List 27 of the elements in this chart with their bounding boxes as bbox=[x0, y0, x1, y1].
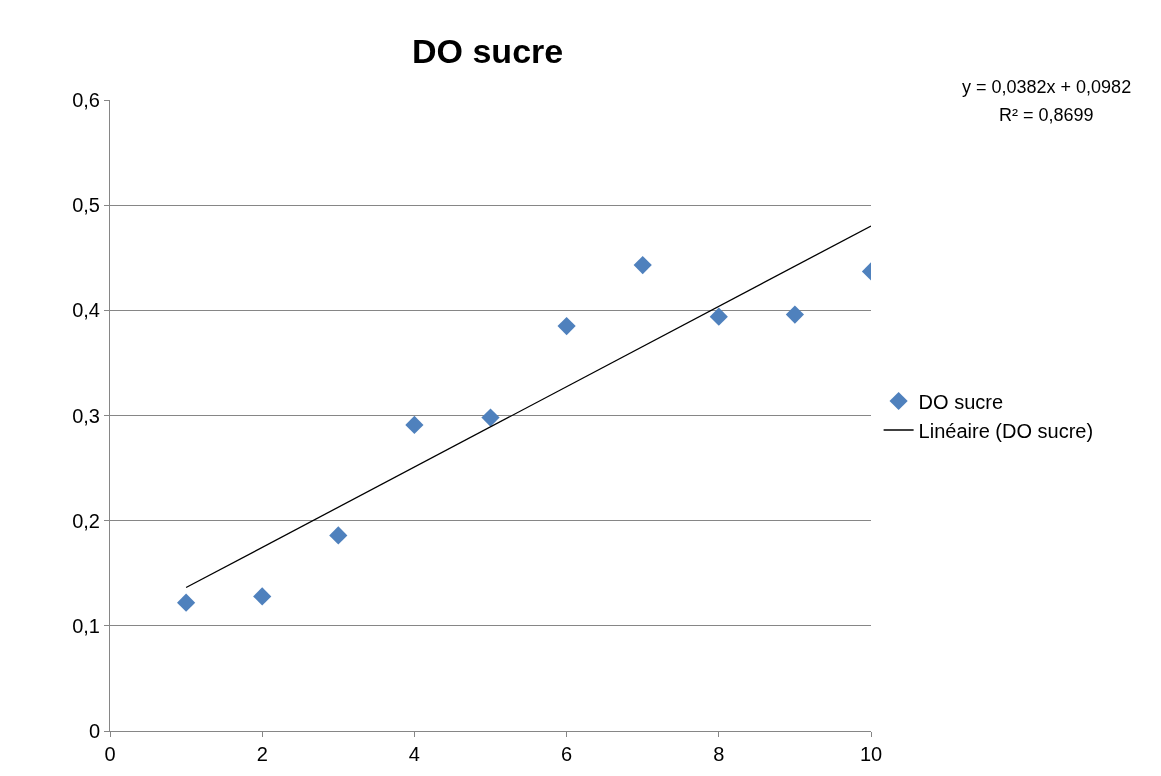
point bbox=[633, 256, 652, 275]
y-tick-label: 0,2 bbox=[72, 509, 100, 532]
y-tick-label: 0,1 bbox=[72, 614, 100, 637]
y-tick-label: 0,6 bbox=[72, 89, 100, 111]
text: R² = 0,8699 bbox=[999, 105, 1094, 125]
x-tick-label: 6 bbox=[561, 743, 573, 765]
point bbox=[557, 317, 576, 336]
y-tick-label: 0 bbox=[88, 720, 100, 742]
y-tick-label: 0,3 bbox=[72, 404, 100, 427]
text: y = 0,0382x + 0,0982 bbox=[962, 77, 1132, 97]
x-tick-label: 0 bbox=[104, 743, 116, 765]
point bbox=[253, 587, 272, 606]
x-tick-label: 2 bbox=[256, 743, 268, 765]
point bbox=[785, 305, 804, 324]
chart-title: DO sucre bbox=[412, 31, 564, 70]
legend-label: DO sucre bbox=[918, 390, 1004, 413]
x-tick-label: 10 bbox=[859, 743, 883, 765]
y-tick-label: 0,4 bbox=[72, 299, 100, 322]
y-tick-label: 0,5 bbox=[72, 194, 100, 217]
point bbox=[405, 415, 424, 435]
point bbox=[329, 526, 348, 545]
point bbox=[481, 408, 500, 427]
x-tick-label: 8 bbox=[713, 743, 725, 765]
x-tick-label: 4 bbox=[408, 743, 420, 765]
point bbox=[177, 593, 196, 612]
point bbox=[709, 307, 728, 326]
legend-label: Linéaire (DO sucre) bbox=[918, 419, 1094, 442]
